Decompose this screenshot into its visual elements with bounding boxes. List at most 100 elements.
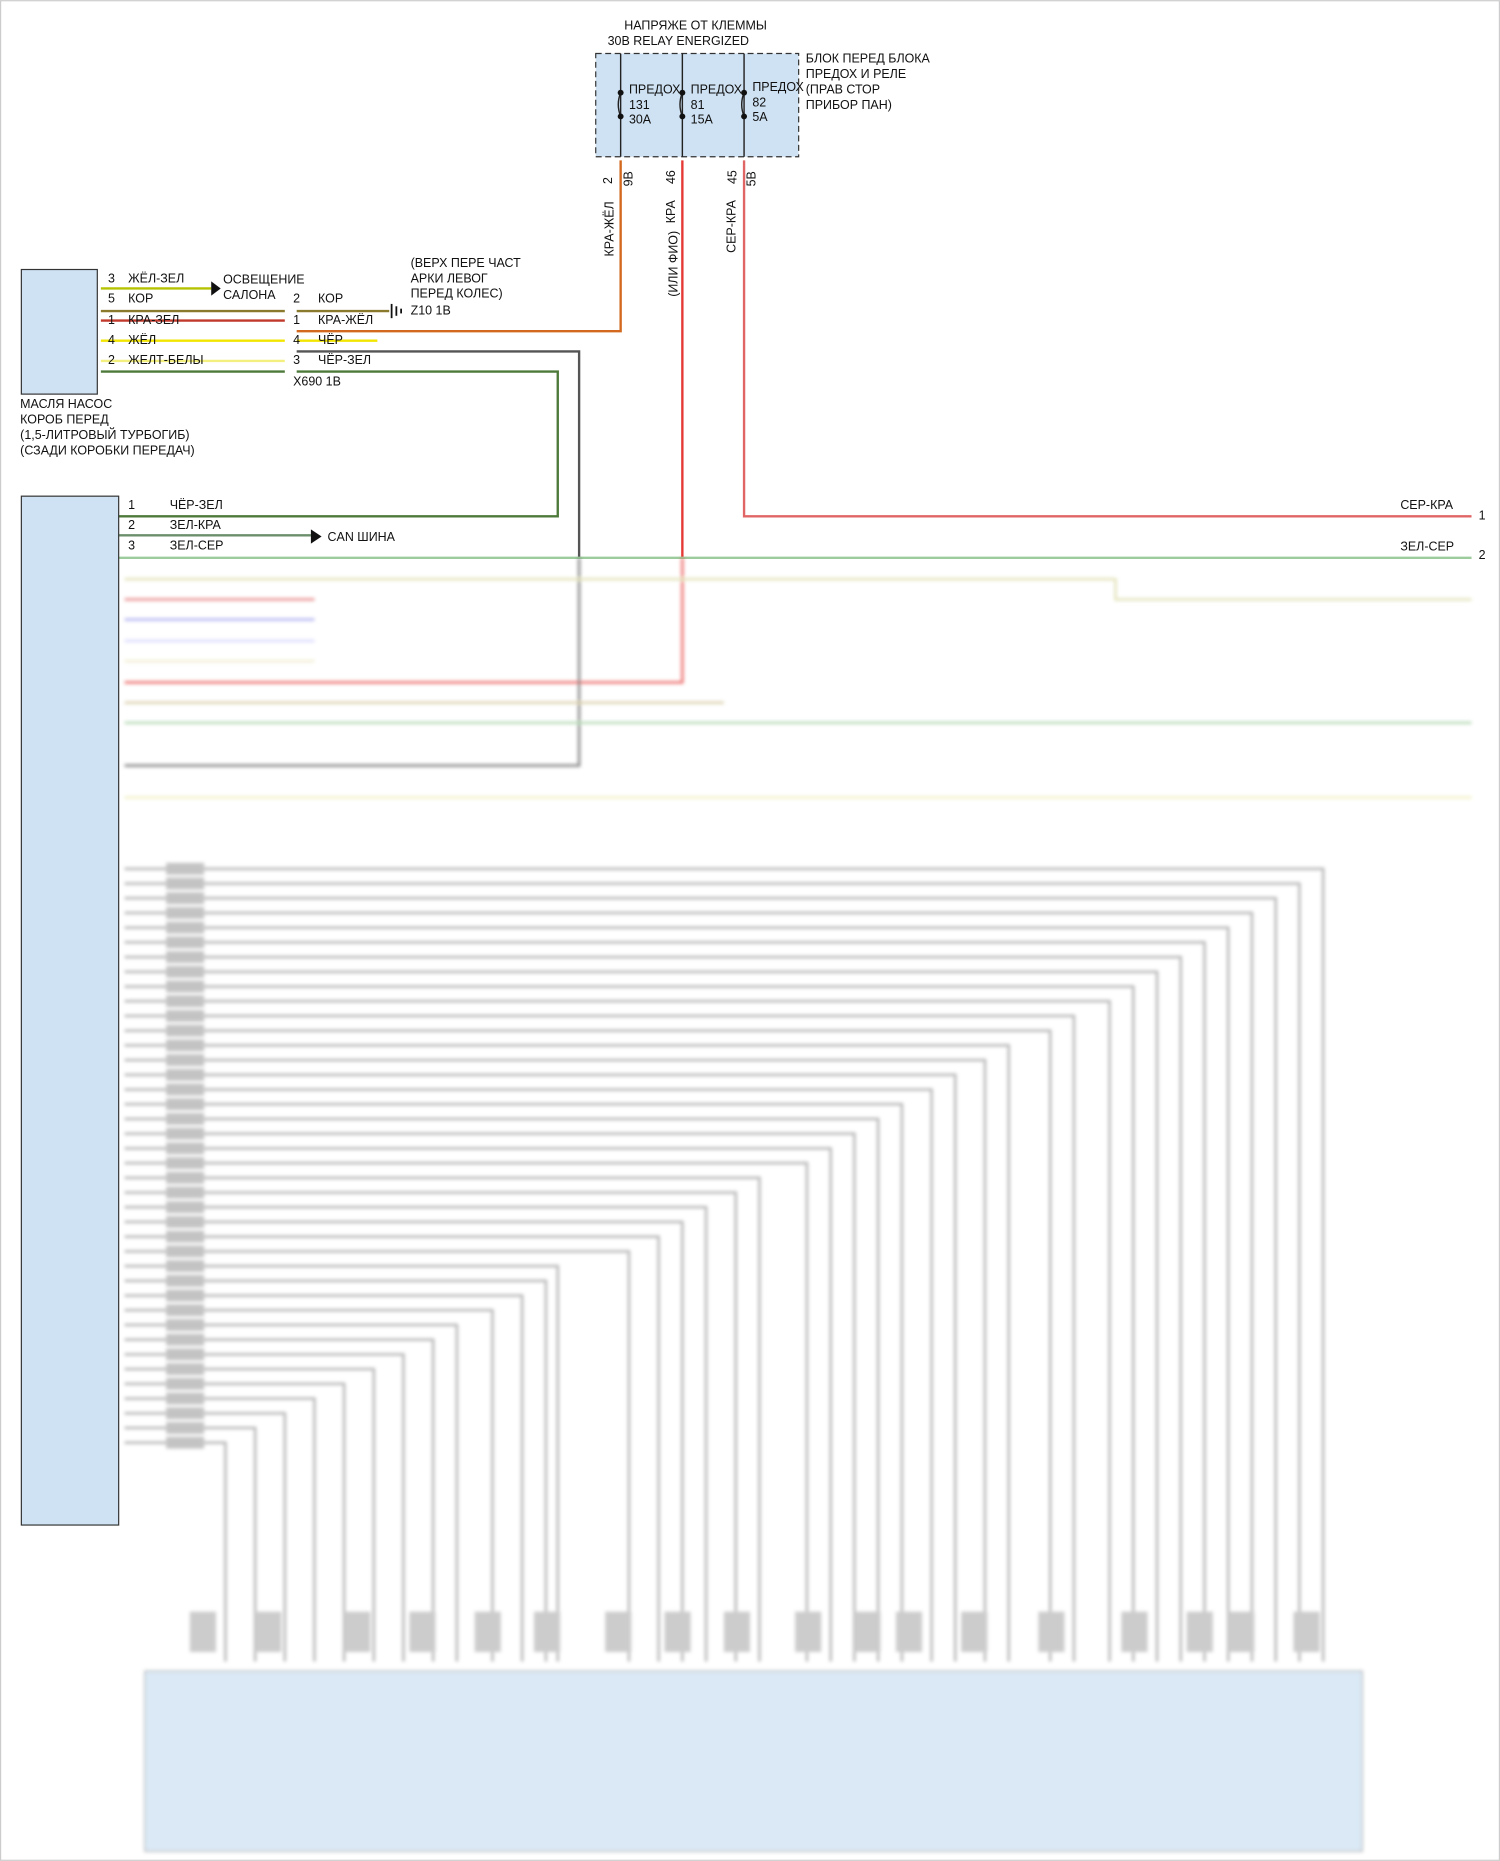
harness-wire	[124, 1117, 880, 1662]
harness-wire	[124, 1367, 376, 1662]
fuse-number: 82	[752, 96, 766, 110]
connector-block	[474, 1611, 501, 1653]
bottom-component	[144, 1670, 1363, 1852]
component-label: КОРОБ ПЕРЕД	[20, 413, 109, 427]
wires	[100, 160, 1472, 560]
wire-color: КРА-ЖЁЛ	[602, 201, 616, 256]
pin-number: 4	[293, 333, 300, 347]
ground-name: Z10 1B	[411, 303, 451, 317]
harness-wire	[124, 867, 1325, 1662]
wire-color: КОР	[128, 291, 153, 305]
wire-tag	[166, 1083, 205, 1096]
wire-color: КРА-ЖЁЛ	[318, 313, 373, 327]
pin-cavity: 45	[726, 170, 740, 184]
pin-connector: 5B	[745, 171, 759, 186]
fuse-block-label: (ПРАВ СТОР	[806, 83, 880, 97]
ground-label: ПЕРЕД КОЛЕС)	[411, 287, 503, 301]
fuse-name: ПРЕДОХ	[629, 83, 681, 97]
wire-tag	[166, 1304, 205, 1317]
wire-tag	[166, 1363, 205, 1376]
connector-block	[605, 1611, 632, 1653]
wire-color: КРА	[664, 199, 678, 223]
wire-color: ЧЁР-ЗЕЛ	[318, 353, 371, 367]
fuse-name: ПРЕДОХ	[691, 83, 743, 97]
wire-tag	[166, 1377, 205, 1390]
wire-tag	[166, 936, 205, 949]
wire-tag	[166, 1407, 205, 1420]
component-label: (СЗАДИ КОРОБКИ ПЕРЕДАЧ)	[20, 443, 195, 457]
wire-tag	[166, 892, 205, 905]
pin-number: 2	[108, 353, 115, 367]
wire-tag	[166, 995, 205, 1008]
pin-number: 3	[293, 353, 300, 367]
harness-wire	[124, 1147, 832, 1662]
harness-wire	[124, 985, 1135, 1662]
harness-wire	[124, 1279, 548, 1662]
harness-wire	[124, 1161, 809, 1662]
harness-wire	[124, 1441, 227, 1662]
pin-number: 1	[128, 498, 135, 512]
pin-number: 2	[128, 518, 135, 532]
harness-wire	[124, 970, 1159, 1662]
pin-number: 1	[108, 313, 115, 327]
component-label: МАСЛЯ НАСОС	[20, 397, 112, 411]
wire-tag	[166, 1039, 205, 1052]
arrow	[310, 529, 322, 544]
destination-label: САЛОНА	[223, 288, 276, 302]
wire-tag	[166, 1142, 205, 1155]
fuse-rating: 5A	[752, 110, 768, 124]
harness-wire	[124, 1235, 660, 1662]
pin-number: 1	[1479, 509, 1486, 523]
wire-tag	[166, 862, 205, 875]
fuse-rating: 15A	[691, 112, 714, 126]
fuse-dots	[617, 89, 748, 120]
pin-cavity: 2	[601, 177, 615, 184]
wire-tag	[166, 1216, 205, 1228]
fuse-rating: 30A	[629, 112, 652, 126]
wire-color: ЖЁЛ	[128, 333, 156, 347]
wire-color: (ИЛИ ФИО)	[666, 231, 680, 297]
wire-tag	[166, 877, 205, 890]
wire-tag	[166, 1186, 205, 1199]
wire-tag	[166, 921, 205, 934]
connector-block	[723, 1611, 750, 1653]
connector-block	[961, 1611, 988, 1653]
control-module	[20, 495, 120, 1526]
wire-color: ЖЁЛ-ЗЕЛ	[128, 271, 184, 285]
fuse-number: 81	[691, 98, 705, 112]
wire-tag	[166, 1260, 205, 1273]
connector-block	[255, 1611, 282, 1653]
wire-color: ЖЕЛТ-БЕЛЫ	[128, 353, 203, 367]
wire-color: КРА-ЗЕЛ	[128, 313, 179, 327]
pin-number: 3	[108, 271, 115, 285]
harness-wire	[124, 1014, 1076, 1662]
wire-tag	[166, 1422, 205, 1434]
wire-tag	[166, 1171, 205, 1184]
wire-tag	[166, 951, 205, 964]
harness-wire	[124, 1323, 459, 1662]
fuse-name: ПРЕДОХ	[752, 80, 804, 94]
wire-color: ЗЕЛ-КРА	[170, 518, 222, 532]
harness-wire	[124, 1264, 559, 1662]
harness-wire	[124, 926, 1230, 1662]
wire-tag	[166, 1348, 205, 1361]
connector-block	[895, 1611, 923, 1653]
harness-wire	[124, 1088, 933, 1662]
wire-tag	[166, 1230, 205, 1243]
harness-wire	[124, 1000, 1111, 1662]
blurred-area	[124, 557, 1472, 1852]
connector-block	[1228, 1611, 1255, 1653]
fuse-block-label: ПРИБОР ПАН)	[806, 98, 892, 112]
pin-number: 5	[108, 291, 115, 305]
pin-number: 1	[293, 313, 300, 327]
wire-color: ЗЕЛ-СЕР	[170, 538, 224, 552]
connector-block	[1293, 1611, 1320, 1653]
harness-wire	[124, 1338, 435, 1662]
component-label: (1,5-ЛИТРОВЫЙ ТУРБОГИБ)	[20, 427, 189, 442]
pin-number: 3	[128, 538, 135, 552]
pin-number: 2	[1479, 548, 1486, 562]
harness-wire	[124, 1029, 1052, 1662]
wire-tag	[166, 1024, 205, 1037]
wire-tag	[166, 1274, 205, 1287]
